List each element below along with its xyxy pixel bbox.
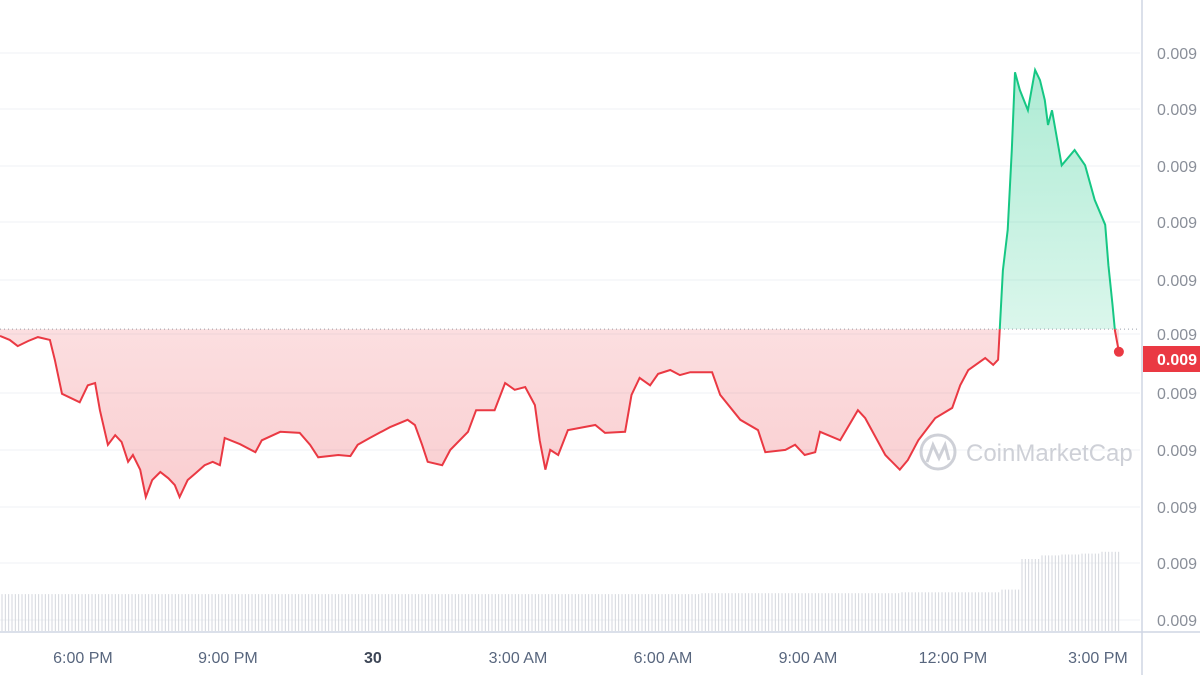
y-tick-label: 0.009 xyxy=(1157,613,1197,630)
y-tick-label: 0.009 xyxy=(1157,215,1197,232)
x-tick-label: 9:00 AM xyxy=(779,650,838,667)
y-tick-label: 0.009 xyxy=(1157,46,1197,63)
current-price-label: 0.009 xyxy=(1143,346,1200,372)
coinmarketcap-logo-icon xyxy=(919,433,957,471)
x-tick-label: 3:00 PM xyxy=(1068,650,1128,667)
price-line-up xyxy=(998,66,1116,330)
watermark: CoinMarketCap xyxy=(919,433,1133,471)
y-tick-label: 0.009 xyxy=(1157,386,1197,403)
volume-bars xyxy=(1,551,1120,631)
y-tick-label: 0.009 xyxy=(1157,500,1197,517)
coinmarketcap-logo-mark xyxy=(925,440,951,463)
y-tick-label: 0.009 xyxy=(1157,327,1197,344)
price-line-down xyxy=(0,329,1120,501)
current-price-badge xyxy=(1143,346,1200,372)
x-tick-label: 6:00 AM xyxy=(634,650,693,667)
price-area-down xyxy=(0,329,1119,497)
y-tick-label: 0.009 xyxy=(1157,273,1197,290)
y-tick-label: 0.009 xyxy=(1157,443,1197,460)
current-price-dot xyxy=(1113,346,1124,357)
price-area-up xyxy=(999,70,1115,330)
x-tick-label: 6:00 PM xyxy=(53,650,113,667)
current-price-text: 0.009 xyxy=(1157,352,1197,369)
x-tick-label: 30 xyxy=(364,650,382,667)
watermark-text: CoinMarketCap xyxy=(966,440,1133,467)
x-axis-ticks: 6:00 PM 9:00 PM 30 3:00 AM 6:00 AM 9:00 AM 12:… xyxy=(53,650,1128,667)
y-tick-label: 0.009 xyxy=(1157,556,1197,573)
x-tick-label: 3:00 AM xyxy=(489,650,548,667)
y-tick-label: 0.009 xyxy=(1157,159,1197,176)
y-tick-label: 0.009 xyxy=(1157,102,1197,119)
x-tick-label: 12:00 PM xyxy=(919,650,987,667)
x-tick-label: 9:00 PM xyxy=(198,650,258,667)
y-axis-ticks: 0.009 0.009 0.009 0.009 0.009 0.009 0.009 0.009… xyxy=(1157,46,1197,630)
